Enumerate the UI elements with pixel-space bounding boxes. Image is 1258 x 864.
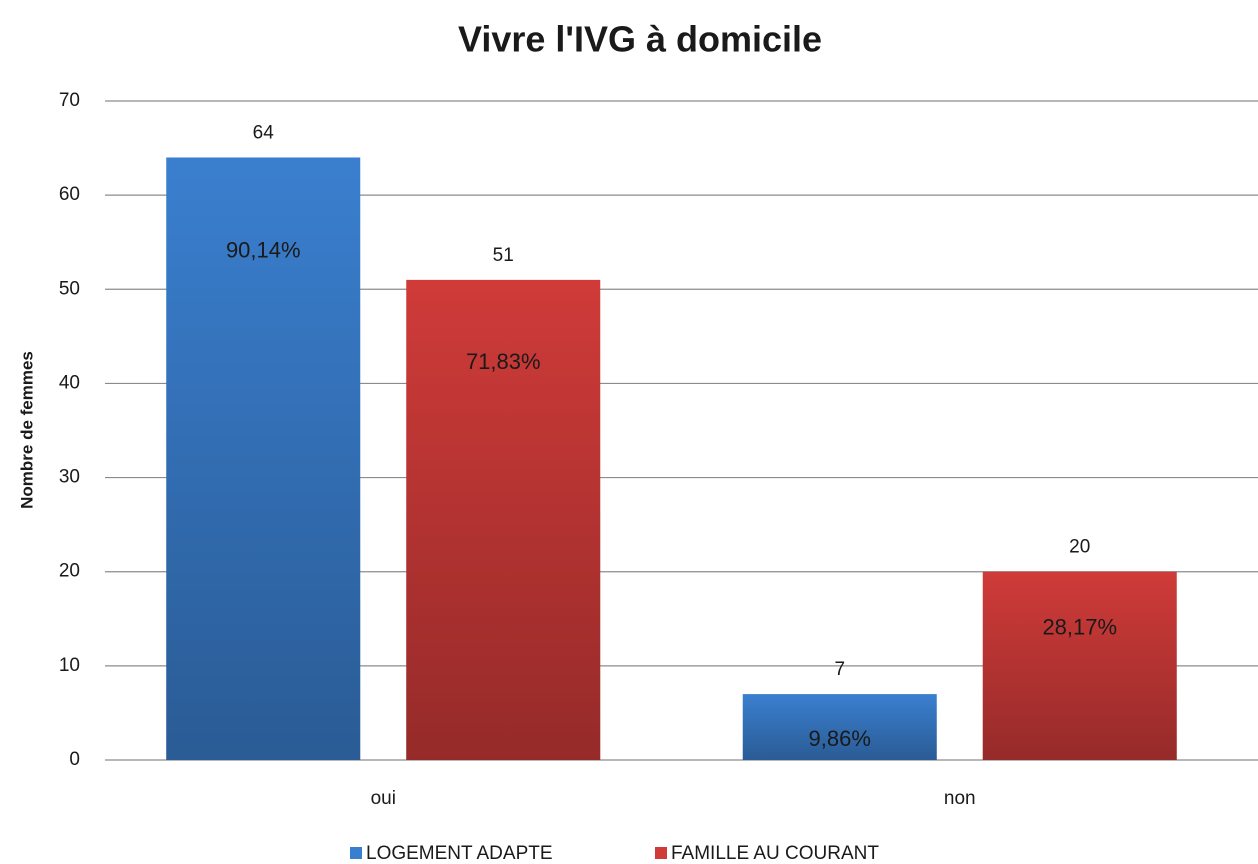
percent-label: 28,17% bbox=[1042, 614, 1117, 639]
y-tick-label: 0 bbox=[69, 749, 80, 770]
y-tick-label: 50 bbox=[59, 278, 80, 299]
y-axis-label: Nombre de femmes bbox=[17, 351, 36, 509]
value-label: 51 bbox=[493, 245, 514, 266]
y-tick-label: 10 bbox=[59, 655, 80, 676]
chart-title: Vivre l'IVG à domicile bbox=[458, 19, 822, 60]
y-tick-label: 70 bbox=[59, 90, 80, 111]
y-tick-label: 40 bbox=[59, 372, 80, 393]
legend-label: LOGEMENT ADAPTE bbox=[366, 843, 553, 864]
bar-shade bbox=[166, 157, 361, 760]
legend-swatch bbox=[655, 847, 667, 859]
legend-swatch bbox=[350, 847, 362, 859]
percent-label: 71,83% bbox=[466, 349, 541, 374]
x-tick-label: non bbox=[944, 788, 976, 809]
bar-shade bbox=[982, 571, 1177, 760]
y-tick-label: 30 bbox=[59, 467, 80, 488]
y-tick-label: 20 bbox=[59, 561, 80, 582]
percent-label: 90,14% bbox=[226, 238, 301, 263]
legend-label: FAMILLE AU COURANT bbox=[671, 843, 879, 864]
bar-shade bbox=[742, 694, 937, 760]
value-label: 20 bbox=[1069, 537, 1090, 558]
value-label: 64 bbox=[253, 123, 275, 144]
y-tick-label: 60 bbox=[59, 184, 80, 205]
value-label: 7 bbox=[834, 659, 845, 680]
percent-label: 9,86% bbox=[809, 726, 871, 751]
x-tick-label: oui bbox=[371, 788, 396, 809]
bar-shade bbox=[406, 279, 601, 760]
